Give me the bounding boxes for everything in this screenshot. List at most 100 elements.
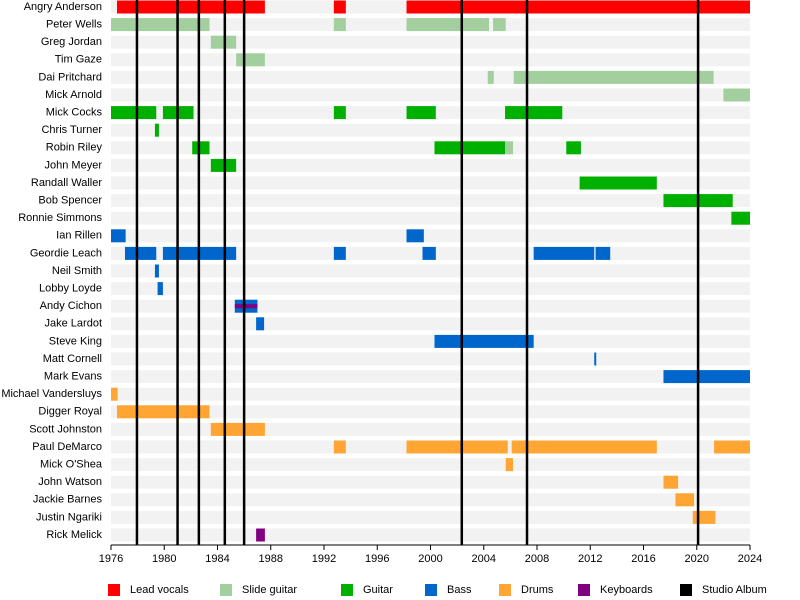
- span-bar: [513, 70, 714, 84]
- row-band: [111, 510, 750, 524]
- span-bar: [434, 141, 506, 155]
- row-band: [111, 493, 750, 507]
- span-bar: [333, 246, 346, 260]
- span-bar: [210, 422, 265, 436]
- x-tick-label: 1988: [259, 553, 283, 565]
- row-band: [111, 299, 750, 313]
- span-bar: [406, 106, 436, 120]
- span-bar: [511, 440, 657, 454]
- span-bar: [505, 458, 514, 472]
- row-label: John Meyer: [45, 159, 103, 171]
- legend-label: Drums: [521, 584, 554, 596]
- row-label: Mick O'Shea: [40, 459, 103, 471]
- row-label: Andy Cichon: [40, 300, 102, 312]
- span-bar: [692, 510, 716, 524]
- x-tick-label: 2016: [631, 553, 655, 565]
- row-band: [111, 123, 750, 137]
- row-band: [111, 264, 750, 278]
- span-bar: [111, 387, 118, 401]
- row-label: Scott Johnston: [29, 423, 102, 435]
- row-label: Ian Rillen: [56, 230, 102, 242]
- row-band: [111, 528, 750, 542]
- span-bar: [111, 106, 157, 120]
- row-label: Mick Arnold: [45, 89, 102, 101]
- span-bar: [566, 141, 581, 155]
- span-bar: [505, 106, 563, 120]
- span-bar: [406, 440, 508, 454]
- x-tick-label: 1996: [365, 553, 389, 565]
- x-tick-label: 1984: [205, 553, 229, 565]
- span-bar: [595, 246, 611, 260]
- row-band: [111, 158, 750, 172]
- row-label: Geordie Leach: [30, 247, 102, 259]
- span-bar: [406, 229, 424, 243]
- span-bar: [663, 370, 750, 384]
- span-bar: [487, 70, 494, 84]
- row-band: [111, 370, 750, 384]
- row-band: [111, 282, 750, 296]
- span-bar: [124, 246, 157, 260]
- x-tick-label: 2020: [685, 553, 709, 565]
- legend-label: Guitar: [363, 584, 393, 596]
- row-label: Mick Cocks: [46, 107, 103, 119]
- row-label: Greg Jordan: [41, 36, 102, 48]
- row-label: Robin Riley: [46, 142, 103, 154]
- span-bar: [663, 475, 679, 489]
- row-label: Justin Ngariki: [36, 511, 102, 523]
- row-band: [111, 334, 750, 348]
- span-bar: [154, 123, 159, 137]
- legend-swatch: [341, 584, 353, 596]
- row-band: [111, 53, 750, 67]
- span-bar: [333, 106, 346, 120]
- row-label: Michael Vandersluys: [1, 388, 102, 400]
- x-tick-label: 2024: [738, 553, 762, 565]
- row-band: [111, 35, 750, 49]
- span-bar: [714, 440, 750, 454]
- span-bar: [533, 246, 595, 260]
- row-label: Rick Melick: [46, 529, 102, 541]
- row-label: Peter Wells: [46, 19, 103, 31]
- row-band: [111, 317, 750, 331]
- span-bar: [333, 0, 346, 14]
- legend-swatch: [220, 584, 232, 596]
- x-tick-label: 2008: [525, 553, 549, 565]
- row-band: [111, 475, 750, 489]
- row-label: Randall Waller: [31, 177, 102, 189]
- x-tick-label: 2012: [578, 553, 602, 565]
- row-band: [111, 141, 750, 155]
- row-label: Lobby Loyde: [39, 283, 102, 295]
- span-bar: [116, 405, 210, 419]
- row-label: Angry Anderson: [24, 1, 102, 13]
- row-label: John Watson: [38, 476, 102, 488]
- row-label: Ronnie Simmons: [18, 212, 102, 224]
- row-label: Mark Evans: [44, 371, 103, 383]
- row-label: Jake Lardot: [45, 318, 102, 330]
- legend-swatch: [680, 584, 692, 596]
- span-bar: [256, 317, 265, 331]
- span-bar: [406, 0, 750, 14]
- span-bar: [154, 264, 159, 278]
- legend-swatch: [108, 584, 120, 596]
- row-label: Steve King: [49, 335, 102, 347]
- row-label: Jackie Barnes: [33, 494, 103, 506]
- x-tick-label: 1976: [99, 553, 123, 565]
- row-band: [111, 405, 750, 419]
- legend-label: Bass: [447, 584, 472, 596]
- row-band: [111, 422, 750, 436]
- x-tick-label: 2000: [418, 553, 442, 565]
- span-bar: [116, 0, 265, 14]
- row-label: Matt Cornell: [43, 353, 102, 365]
- span-bar: [505, 141, 514, 155]
- row-band: [111, 88, 750, 102]
- row-band: [111, 458, 750, 472]
- span-bar: [579, 176, 657, 190]
- span-bar: [493, 18, 506, 32]
- span-bar: [406, 18, 490, 32]
- legend-label: Keyboards: [600, 584, 653, 596]
- row-band: [111, 211, 750, 225]
- span-bar: [157, 282, 163, 296]
- row-label: Paul DeMarco: [32, 441, 102, 453]
- span-bar: [210, 35, 237, 49]
- span-bar: [333, 18, 346, 32]
